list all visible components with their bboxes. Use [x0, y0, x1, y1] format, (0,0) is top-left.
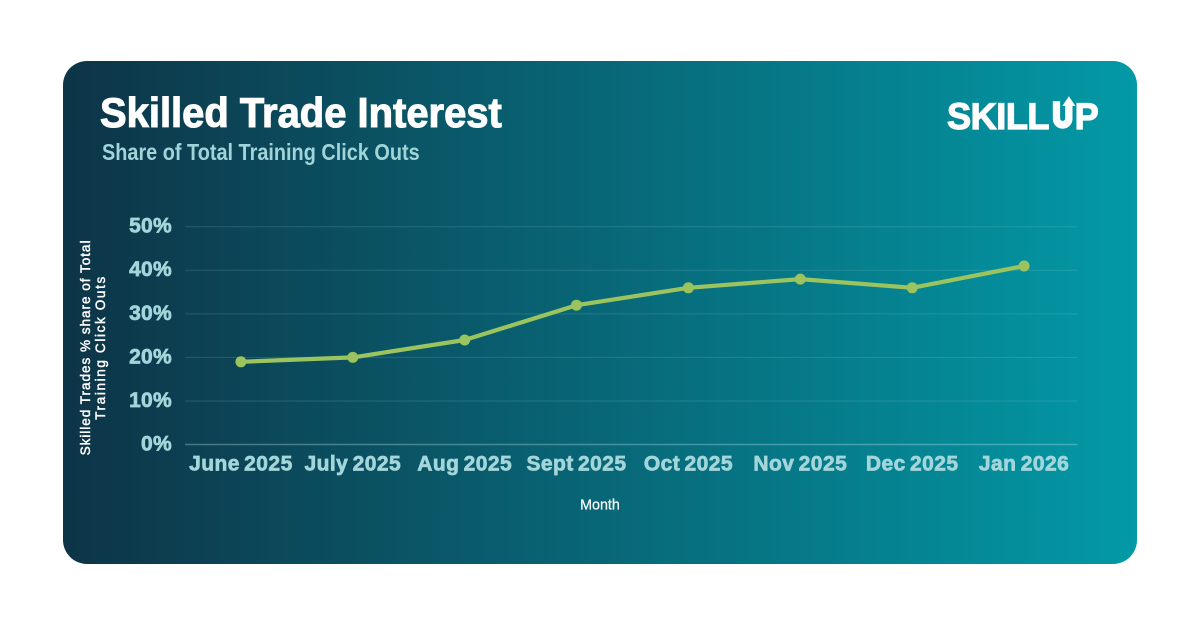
svg-text:Aug 2025: Aug 2025	[417, 452, 512, 475]
svg-text:July 2025: July 2025	[304, 452, 401, 475]
svg-text:Month: Month	[580, 497, 620, 513]
svg-text:Jan 2026: Jan 2026	[979, 452, 1069, 475]
svg-text:Dec 2025: Dec 2025	[866, 452, 959, 475]
svg-text:Training Click Outs: Training Click Outs	[93, 275, 108, 420]
svg-text:10%: 10%	[129, 389, 172, 412]
svg-text:Sept 2025: Sept 2025	[526, 452, 626, 475]
svg-text:30%: 30%	[129, 302, 172, 325]
svg-text:0%: 0%	[141, 432, 172, 455]
svg-text:Oct 2025: Oct 2025	[644, 452, 733, 475]
svg-text:Skilled Trades % share of Tota: Skilled Trades % share of Total	[78, 240, 93, 456]
svg-text:June 2025: June 2025	[189, 452, 293, 475]
svg-text:50%: 50%	[129, 215, 172, 238]
svg-text:40%: 40%	[129, 258, 172, 281]
svg-text:Nov 2025: Nov 2025	[753, 452, 847, 475]
svg-text:20%: 20%	[129, 345, 172, 368]
